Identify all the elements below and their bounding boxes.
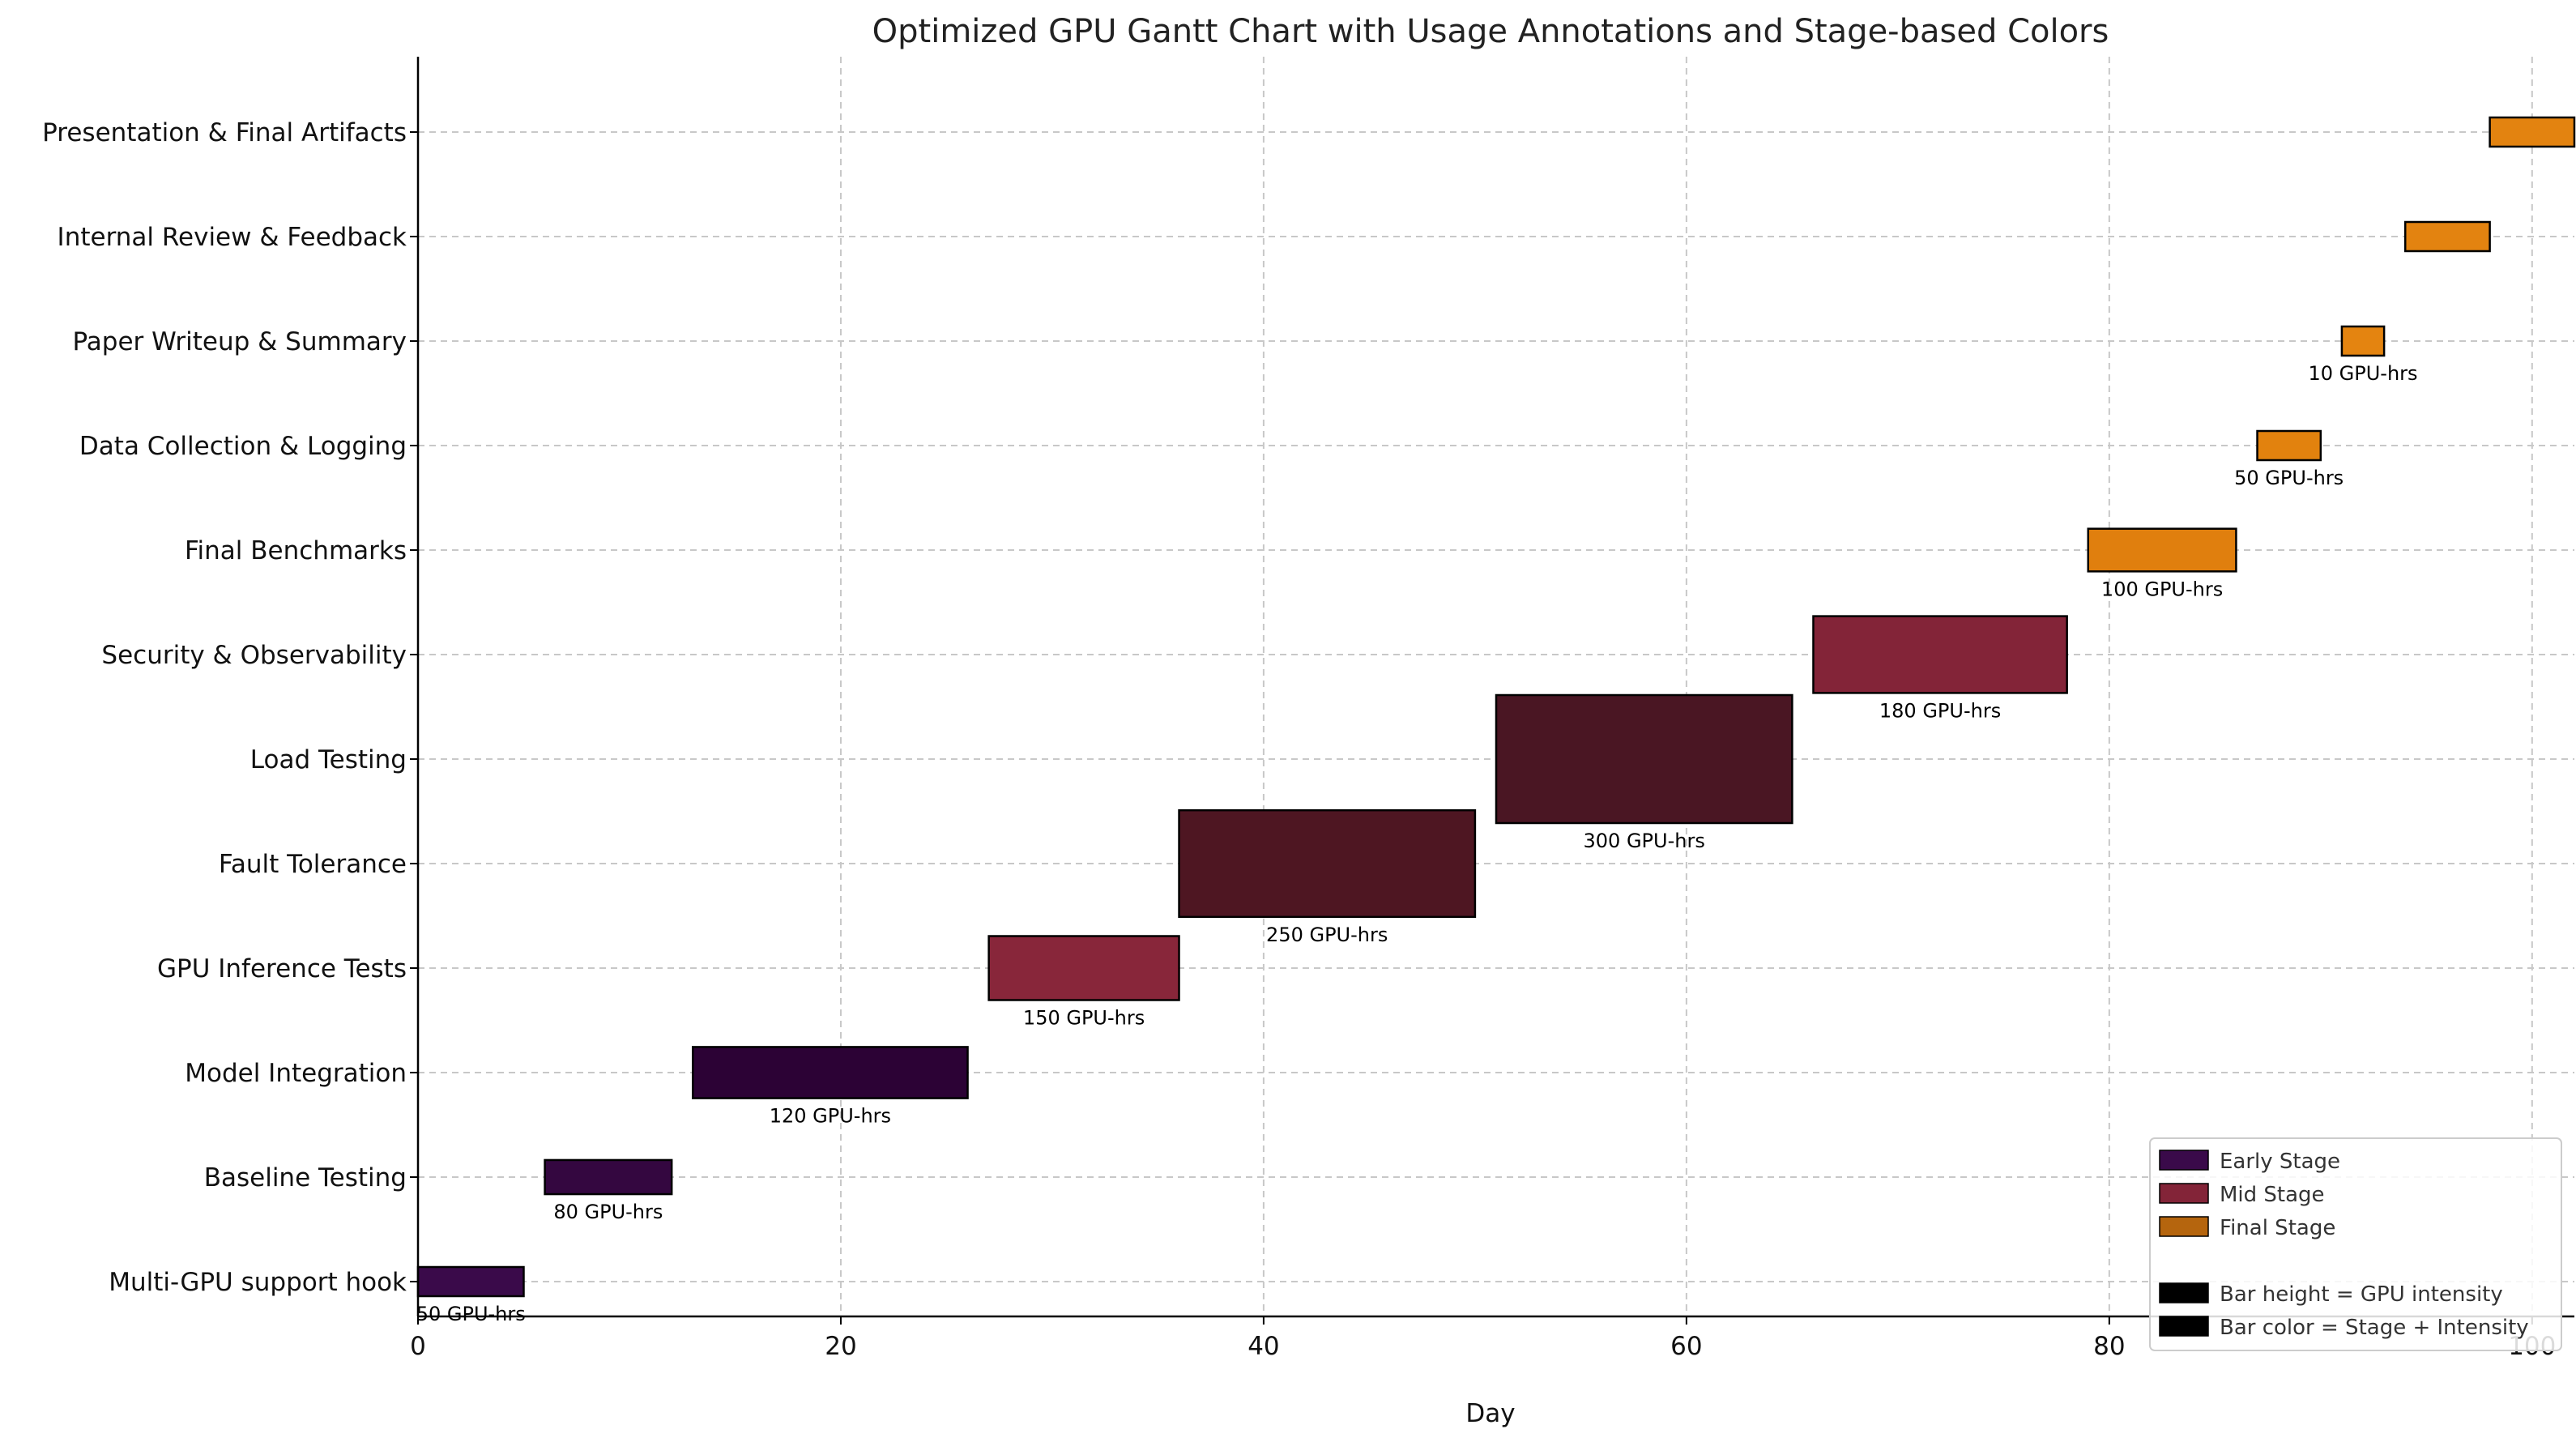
y-tick-label: GPU Inference Tests: [157, 954, 407, 983]
bar-annotation: 100 GPU-hrs: [2101, 578, 2223, 600]
gantt-bar: [1178, 808, 1477, 919]
x-axis-label: Day: [1465, 1399, 1515, 1428]
y-tick-label: Multi-GPU support hook: [109, 1268, 407, 1297]
gantt-bar: [692, 1046, 969, 1099]
gantt-bar: [1495, 693, 1793, 825]
y-tick-label: Load Testing: [250, 745, 407, 774]
bar-annotation: 120 GPU-hrs: [770, 1105, 891, 1128]
legend-swatch: [2159, 1150, 2209, 1171]
legend-label: Mid Stage: [2220, 1183, 2325, 1207]
bar-annotation: 180 GPU-hrs: [1879, 699, 2001, 722]
gantt-bar: [544, 1158, 673, 1196]
legend-label: Bar color = Stage + Intensity: [2220, 1316, 2529, 1340]
legend-swatch: [2159, 1316, 2209, 1337]
legend-swatch: [2159, 1216, 2209, 1237]
gantt-bar: [2403, 220, 2491, 253]
bar-annotation: 50 GPU-hrs: [416, 1303, 526, 1325]
bars: [416, 116, 2576, 1298]
gantt-bar: [1812, 615, 2068, 694]
y-tick-label: Internal Review & Feedback: [58, 223, 407, 252]
legend-label: Bar height = GPU intensity: [2220, 1282, 2503, 1307]
y-tick-label: Baseline Testing: [204, 1163, 407, 1192]
y-tick-label: Presentation & Final Artifacts: [42, 118, 407, 147]
x-tick-label: 40: [1247, 1332, 1279, 1361]
legend-label: Early Stage: [2220, 1150, 2340, 1174]
gantt-bar: [416, 1265, 525, 1298]
y-tick-labels: Multi-GPU support hook Baseline Testing Mo…: [42, 118, 407, 1297]
axes: [410, 57, 2574, 1325]
bar-annotation: 50 GPU-hrs: [2234, 467, 2344, 489]
bar-annotation: 10 GPU-hrs: [2308, 362, 2417, 385]
x-tick-label: 20: [825, 1332, 856, 1361]
gantt-bar: [987, 935, 1180, 1001]
gantt-bar: [2340, 325, 2386, 357]
y-tick-label: Data Collection & Logging: [79, 432, 407, 461]
bar-annotation: 250 GPU-hrs: [1266, 924, 1388, 946]
bar-annotation: 300 GPU-hrs: [1584, 830, 1705, 852]
legend-label: Final Stage: [2220, 1216, 2335, 1240]
y-tick-label: Fault Tolerance: [219, 850, 407, 879]
legend: Early Stage Mid Stage Final Stage Bar heigh…: [2149, 1137, 2562, 1351]
y-tick-label: Final Benchmarks: [185, 536, 407, 565]
legend-swatch: [2159, 1183, 2209, 1204]
chart-title: Optimized GPU Gantt Chart with Usage Ann…: [872, 13, 2109, 50]
bar-annotations: 50 GPU-hrs 80 GPU-hrs 120 GPU-hrs 150 GPU-h…: [416, 362, 2418, 1325]
gantt-bar: [2489, 116, 2576, 148]
x-tick-label: 80: [2093, 1332, 2125, 1361]
gantt-bar: [2256, 429, 2322, 462]
y-tick-label: Model Integration: [185, 1059, 407, 1088]
gantt-bar: [2087, 527, 2237, 573]
bar-annotation: 80 GPU-hrs: [553, 1201, 663, 1223]
grid-lines: [417, 57, 2574, 1316]
x-tick-label: 60: [1670, 1332, 1702, 1361]
y-tick-label: Paper Writeup & Summary: [72, 327, 407, 356]
x-tick-label: 0: [410, 1332, 426, 1361]
legend-swatch: [2159, 1282, 2209, 1303]
legend-box: [2149, 1137, 2562, 1351]
y-tick-label: Security & Observability: [101, 641, 407, 670]
bar-annotation: 150 GPU-hrs: [1023, 1007, 1145, 1030]
